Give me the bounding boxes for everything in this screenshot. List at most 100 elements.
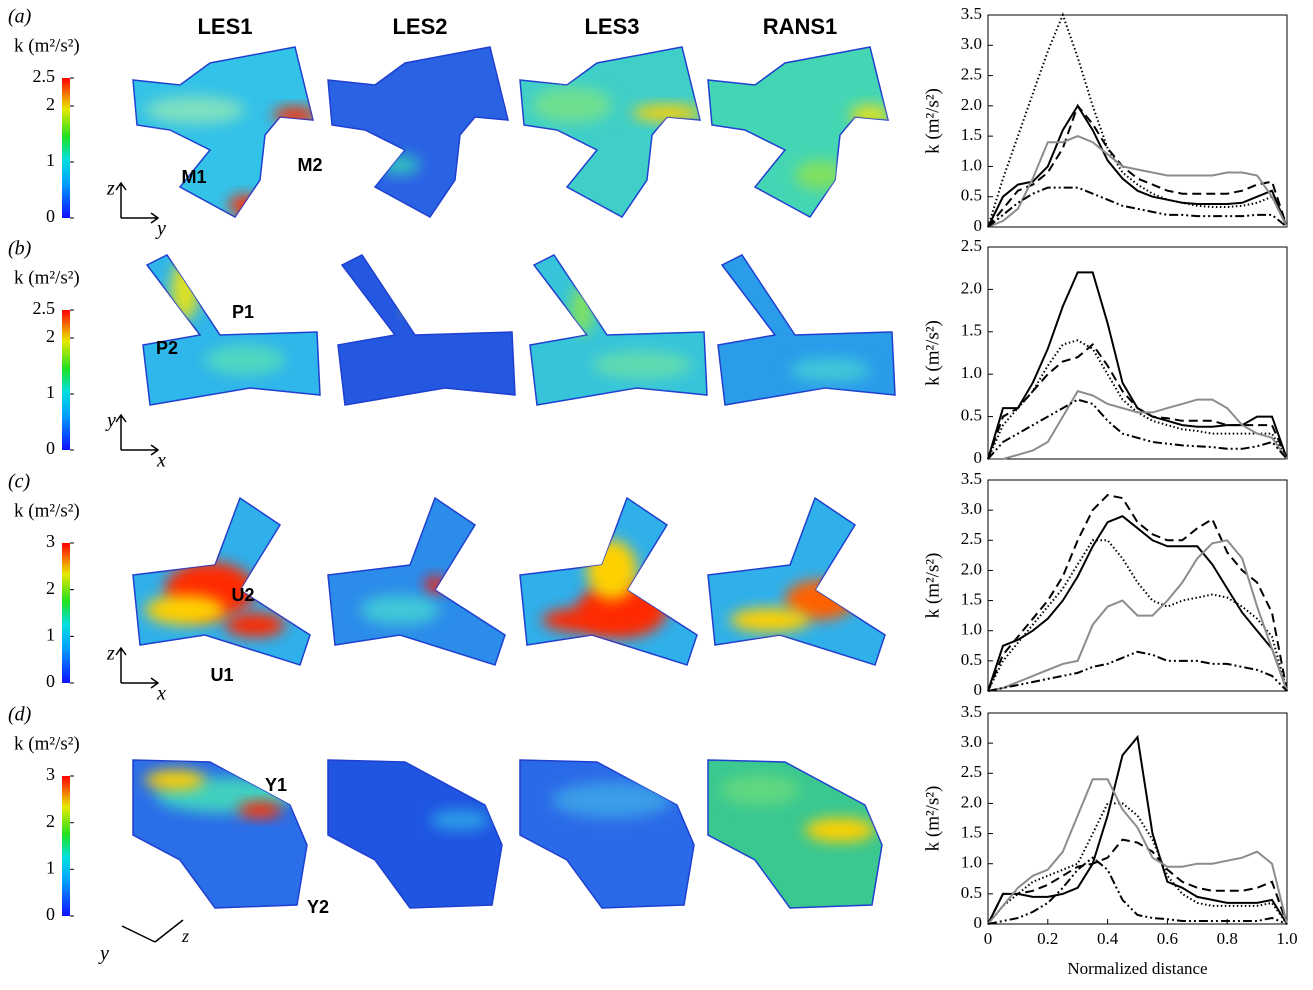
domain	[717, 254, 896, 406]
data-line	[987, 539, 1288, 692]
colorbar	[62, 543, 70, 683]
domain	[327, 759, 503, 909]
hotspot	[542, 608, 622, 632]
axis-name: y	[155, 218, 166, 240]
hotspot	[850, 105, 888, 125]
axis-name: y	[98, 943, 109, 965]
plot-frame	[987, 14, 1288, 228]
y-tick-label: 0	[974, 680, 983, 699]
x-tick-label: 0.4	[1097, 929, 1119, 948]
data-line	[987, 271, 1288, 460]
data-line	[987, 734, 1288, 925]
y-tick-label: 2.5	[961, 762, 982, 781]
y-axis-label: k (m²/s²)	[922, 553, 943, 619]
colorbar-tick-label: 0	[46, 904, 55, 924]
column-header: LES3	[584, 14, 639, 39]
contour-map	[327, 496, 506, 666]
axis-name: z	[106, 178, 115, 200]
hotspot	[225, 613, 285, 637]
contour-map	[519, 759, 695, 909]
x-tick-label: 0	[984, 929, 993, 948]
data-line	[987, 12, 1288, 228]
colorbar-tick-label: 2	[46, 811, 55, 831]
y-tick-label: 3.0	[961, 499, 982, 518]
contour-map	[707, 759, 883, 909]
colorbar-tick-label: 1	[46, 382, 55, 402]
colorbar-tick-label: 3	[46, 531, 55, 551]
axis-name: z	[106, 643, 115, 665]
hotspot	[552, 782, 672, 818]
annotation: Y1	[265, 775, 287, 795]
plot-frame	[987, 246, 1288, 460]
axis-name: x	[156, 450, 166, 472]
y-tick-label: 0.5	[961, 650, 982, 669]
hotspot	[360, 595, 440, 625]
data-line	[987, 103, 1288, 228]
data-line	[987, 802, 1288, 925]
hotspot	[238, 802, 282, 818]
domain	[327, 46, 509, 218]
y-tick-label: 0.5	[961, 883, 982, 902]
contour-map	[717, 254, 896, 406]
colorbar-tick-label: 2	[46, 94, 55, 114]
axis-arrow	[121, 919, 184, 943]
y-tick-label: 1.0	[961, 620, 982, 639]
y-tick-label: 2.5	[961, 529, 982, 548]
y-axis-label: k (m²/s²)	[922, 88, 943, 154]
axis-arrow	[115, 646, 160, 689]
hotspots	[532, 87, 700, 123]
y-tick-label: 1.5	[961, 125, 982, 144]
y-tick-label: 2.5	[961, 236, 982, 255]
contour-map	[132, 496, 311, 666]
y-tick-label: 2.0	[961, 792, 982, 811]
domain	[529, 254, 708, 406]
panel-label: (c)	[8, 471, 31, 493]
axis-name: z	[181, 926, 189, 946]
colorbar-label: k (m²/s²)	[14, 35, 80, 56]
hotspots	[145, 562, 285, 637]
hotspots	[404, 297, 420, 313]
domain	[142, 254, 321, 406]
y-axis-label: k (m²/s²)	[922, 320, 943, 386]
y-tick-label: 1.5	[961, 822, 982, 841]
data-line	[987, 856, 1288, 925]
colorbar-tick-label: 2.5	[33, 66, 56, 86]
hotspot	[430, 810, 490, 830]
x-tick-label: 0.8	[1217, 929, 1238, 948]
y-tick-label: 3.0	[961, 34, 982, 53]
colorbar-tick-label: 0	[46, 206, 55, 226]
colorbar-tick-label: 0	[46, 671, 55, 691]
colorbar	[62, 310, 70, 450]
column-header: LES1	[197, 14, 252, 39]
hotspot	[632, 105, 700, 121]
domain	[707, 46, 889, 218]
axis-name: x	[156, 683, 166, 705]
y-tick-label: 0	[974, 216, 983, 235]
hotspot	[171, 260, 199, 320]
annotation: M1	[181, 167, 206, 187]
annotation: M2	[297, 155, 322, 175]
contour-map	[337, 254, 516, 406]
colorbar-tick-label: 2	[46, 578, 55, 598]
panel-label: (a)	[8, 6, 32, 28]
hotspot	[805, 818, 875, 842]
hotspot	[795, 160, 845, 190]
y-tick-label: 1.0	[961, 363, 982, 382]
y-tick-label: 2.5	[961, 64, 982, 83]
y-tick-label: 0	[974, 913, 983, 932]
hotspot	[145, 770, 205, 790]
y-tick-label: 3.5	[961, 702, 982, 721]
y-tick-label: 3.0	[961, 732, 982, 751]
hotspots	[720, 775, 875, 842]
hotspot	[205, 345, 285, 375]
contour-map	[519, 46, 701, 218]
colorbar-tick-label: 3	[46, 764, 55, 784]
hotspot	[730, 608, 810, 632]
hotspots	[552, 782, 672, 818]
contour-map	[327, 46, 509, 218]
hotspots	[380, 155, 420, 175]
y-tick-label: 2.0	[961, 278, 982, 297]
colorbar-label: k (m²/s²)	[14, 500, 80, 521]
y-tick-label: 1.0	[961, 155, 982, 174]
axis-arrow	[115, 413, 160, 456]
